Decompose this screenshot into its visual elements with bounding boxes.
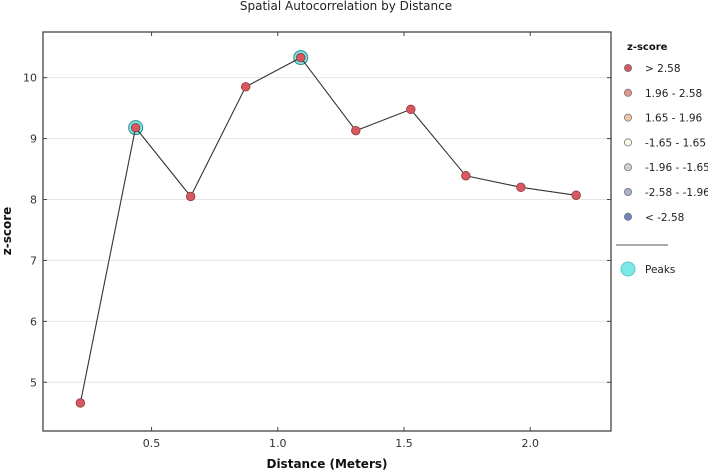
y-tick-label: 7: [30, 254, 37, 267]
y-tick-label: 10: [23, 72, 37, 85]
y-axis-label: z-score: [0, 207, 14, 256]
legend-item-label: -1.96 - -1.65: [645, 162, 708, 174]
legend-marker-icon: [624, 88, 633, 97]
data-point: [296, 52, 306, 63]
legend-peaks-label: Peaks: [645, 264, 675, 276]
legend-marker-icon: [624, 187, 633, 196]
legend: z-score > 2.58 1.96 - 2.58 1.65 - 1.96 -1.6…: [616, 42, 708, 277]
data-points: [75, 52, 581, 408]
x-tick-label: 1.5: [395, 437, 413, 450]
legend-item-label: -2.58 - -1.96: [645, 187, 708, 199]
chart-title: Spatial Autocorrelation by Distance: [240, 0, 452, 13]
x-axis-label: Distance (Meters): [266, 457, 387, 471]
plot-frame: [42, 31, 612, 432]
data-point: [571, 190, 581, 200]
legend-marker-icon: [624, 163, 633, 172]
legend-item-label: 1.65 - 1.96: [645, 113, 703, 125]
data-point: [241, 82, 251, 92]
legend-item-label: > 2.58: [645, 63, 681, 75]
legend-item-label: 1.96 - 2.58: [645, 88, 702, 100]
x-tick-label: 0.5: [143, 437, 161, 450]
data-point: [461, 171, 471, 181]
series-line: [79, 56, 577, 404]
legend-peaks-icon: [620, 261, 636, 277]
y-tick-label: 9: [30, 133, 37, 146]
x-tick-label: 2.0: [521, 437, 539, 450]
y-tick-label: 6: [30, 315, 37, 328]
data-point: [185, 191, 196, 202]
y-tick-label: 8: [30, 194, 37, 207]
legend-item-label: < -2.58: [645, 212, 684, 224]
y-axis-ticks: 5 6 7 8 9 10: [23, 72, 611, 389]
legend-marker-icon: [624, 212, 633, 221]
data-point: [351, 125, 361, 136]
legend-title: z-score: [627, 42, 668, 53]
peak-markers: [128, 50, 309, 136]
legend-marker-icon: [624, 138, 633, 147]
x-axis-ticks: 0.5 1.0 1.5 2.0: [143, 32, 539, 450]
legend-marker-icon: [624, 64, 633, 73]
x-tick-label: 1.0: [269, 437, 287, 450]
legend-item-label: -1.65 - 1.65: [645, 137, 706, 149]
gridlines: [43, 77, 611, 383]
y-tick-label: 5: [30, 376, 37, 389]
data-point: [130, 122, 141, 133]
legend-marker-icon: [624, 113, 633, 122]
data-point: [406, 104, 416, 115]
data-point: [75, 398, 86, 408]
data-point: [516, 182, 526, 193]
